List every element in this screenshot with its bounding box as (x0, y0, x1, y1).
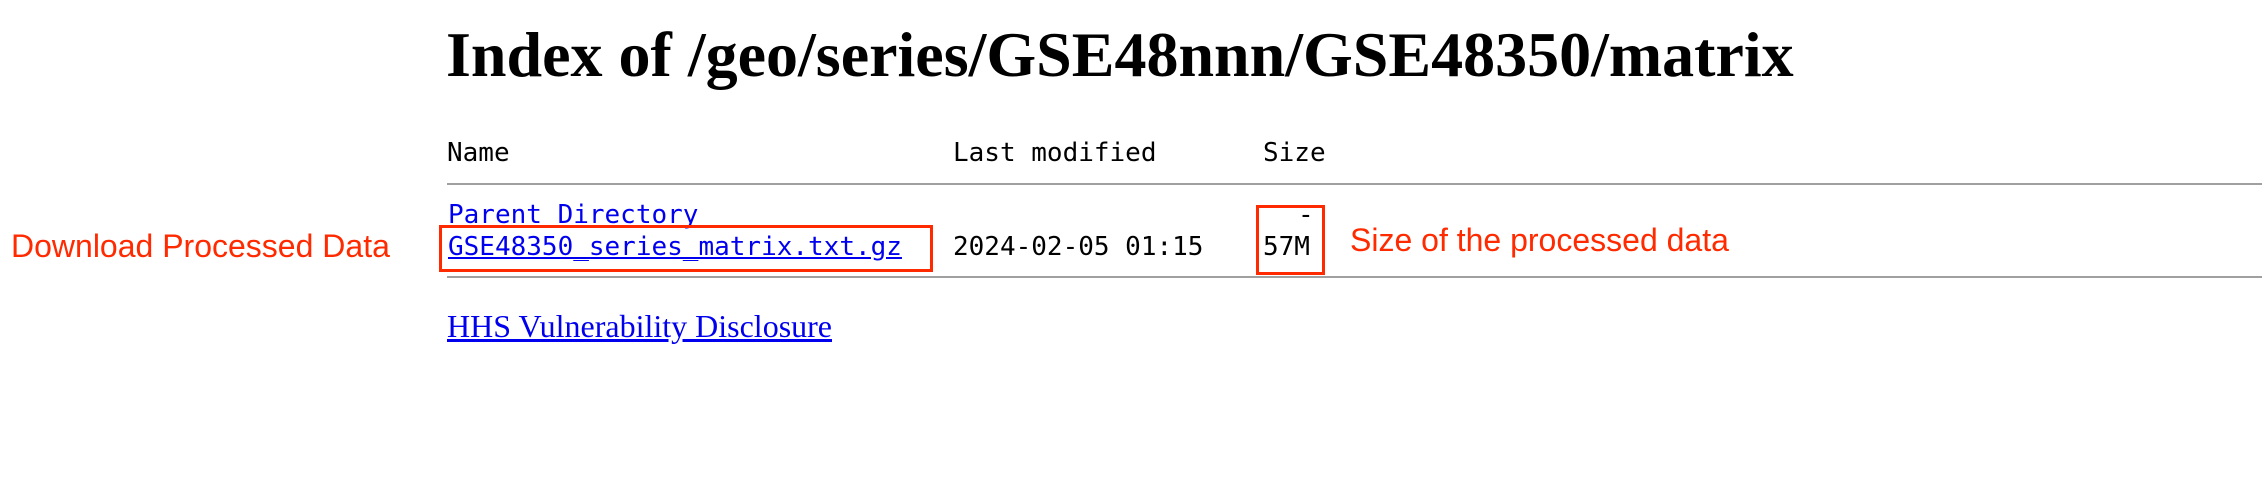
series-matrix-size: 57M (1263, 232, 1310, 262)
size-highlight-box (1256, 205, 1325, 275)
page-title: Index of /geo/series/GSE48nnn/GSE48350/m… (446, 19, 1794, 90)
series-matrix-file-link[interactable]: GSE48350_series_matrix.txt.gz (448, 232, 902, 262)
download-annotation-label: Download Processed Data (11, 228, 390, 264)
column-header-name[interactable]: Name (447, 138, 510, 168)
table-bottom-divider (447, 276, 2262, 278)
size-annotation-label: Size of the processed data (1350, 222, 1729, 258)
series-matrix-last-modified: 2024-02-05 01:15 (953, 232, 1204, 262)
column-header-last-modified[interactable]: Last modified (953, 138, 1157, 168)
column-header-size[interactable]: Size (1263, 138, 1326, 168)
hhs-vulnerability-disclosure-link[interactable]: HHS Vulnerability Disclosure (447, 308, 832, 344)
file-link-highlight-box (439, 225, 933, 272)
table-top-divider (447, 183, 2262, 185)
